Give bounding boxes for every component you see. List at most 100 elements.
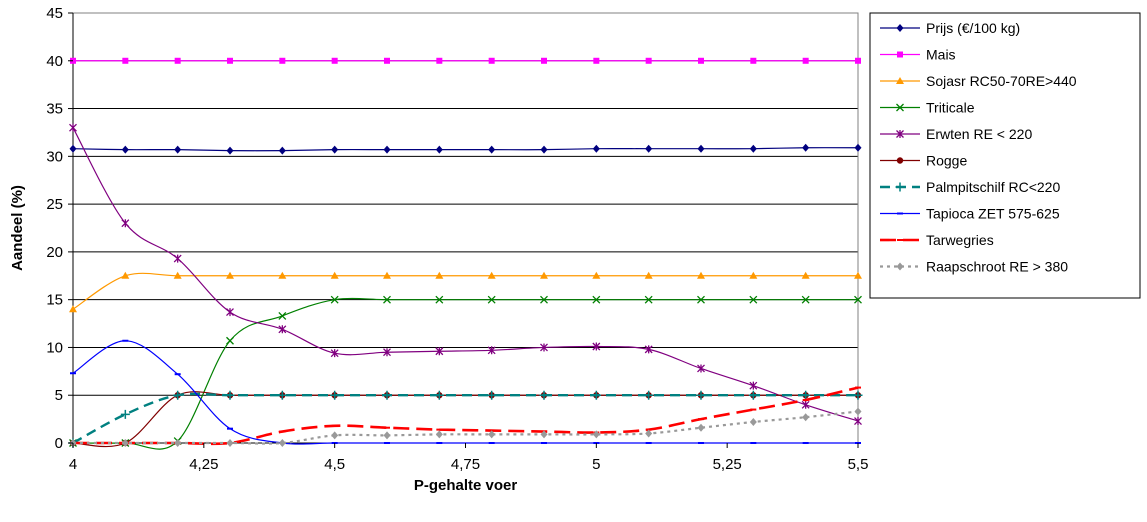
data-point [279,57,286,64]
data-point [330,295,339,304]
data-point [174,439,182,447]
data-point [70,372,76,375]
data-point [173,390,183,400]
data-point [801,390,811,400]
legend-label: Triticale [926,100,975,116]
data-point [855,386,861,389]
data-point [330,271,339,279]
y-tick-label: 25 [46,196,63,213]
data-point [645,429,653,438]
data-point [330,349,339,358]
series-4 [69,123,862,426]
data-point [226,146,234,155]
series-line [72,272,858,310]
y-axis-title: Aandeel (%) [9,185,26,271]
series-5 [69,391,862,448]
data-point [645,442,652,444]
data-point [854,417,862,426]
data-point [226,308,234,317]
data-point [278,439,286,447]
data-point [383,295,391,304]
y-tick-label: 30 [46,148,63,165]
data-point [802,442,809,444]
data-point [592,430,600,439]
data-point [69,123,77,132]
series-line [73,410,859,445]
data-point [227,57,233,64]
data-point [698,57,704,64]
data-point [436,57,443,64]
data-point [487,295,496,304]
legend-swatch-marker [896,103,904,112]
y-tick-label: 10 [46,339,63,356]
data-point [802,413,810,422]
series-line [72,297,858,450]
data-point [226,439,234,447]
legend-item: Palmpitschilf RC<220 [880,179,1060,195]
legend-swatch-marker [895,182,905,192]
data-point [122,339,129,342]
data-point [278,146,286,155]
data-point [591,390,601,400]
y-tick-label: 5 [55,387,63,404]
data-point [69,144,77,153]
data-point [225,390,235,400]
data-point [592,342,601,351]
data-point [541,57,547,64]
data-point [801,271,810,279]
series-line [72,147,859,152]
data-point [698,418,704,421]
data-point [749,144,757,153]
data-point [173,254,182,263]
data-point [697,295,705,304]
data-point [278,311,287,320]
legend-swatch-marker [897,212,903,215]
data-point [382,390,392,400]
data-point [384,442,390,444]
data-point [645,144,653,153]
data-point [435,295,444,304]
data-point [122,57,129,64]
legend-item: Sojasr RC50-70RE>440 [880,73,1077,89]
series-line [72,391,858,448]
legend-swatch-marker [897,51,903,58]
data-point [487,271,496,279]
data-point [331,431,339,440]
data-point [854,271,862,279]
series-layer [68,57,863,450]
data-point [645,57,652,64]
data-point [488,442,495,444]
data-point [330,390,340,400]
data-point [121,271,130,279]
data-point [644,345,653,354]
y-tick-label: 20 [46,244,63,261]
series-2 [69,271,862,313]
data-point [540,271,548,279]
y-tick-label: 0 [55,435,63,452]
x-tick-label: 4 [69,456,77,473]
data-point [174,57,181,64]
data-point [487,390,497,400]
data-point [854,143,862,152]
data-point [174,373,181,376]
data-point [435,145,443,154]
data-point [697,423,705,432]
data-point [331,424,338,427]
legend-item: Prijs (€/100 kg) [880,20,1020,36]
grid-lines [73,12,858,396]
data-point [279,430,286,433]
data-point [277,390,287,400]
data-point [120,409,130,419]
data-point [749,295,758,304]
legend-label: Mais [926,47,956,63]
series-6 [68,390,863,448]
data-point [644,295,653,304]
data-point [540,343,548,352]
legend-item: Raapschroot RE > 380 [880,259,1068,275]
x-tick-label: 4,75 [451,456,480,473]
x-tick-label: 5 [592,456,600,473]
data-point [488,145,496,154]
x-tick-label: 5,25 [713,456,742,473]
data-point [854,407,862,416]
legend-item: Tarwegries [880,232,994,248]
